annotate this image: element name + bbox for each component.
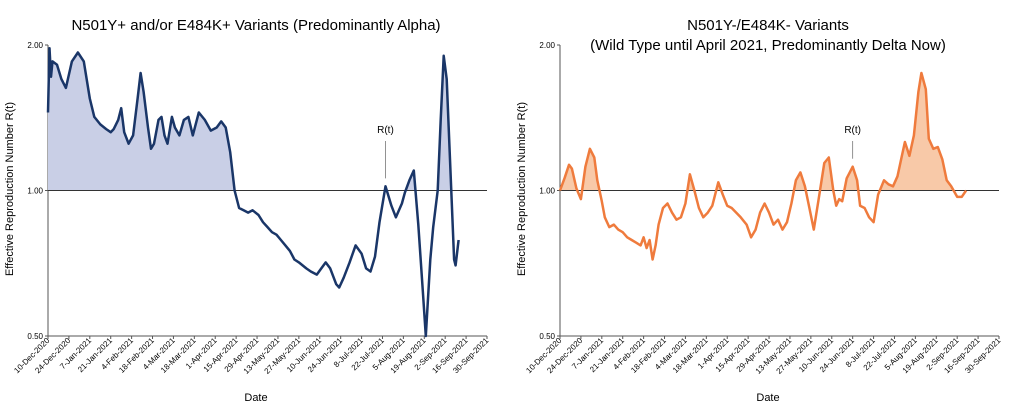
chart-title: N501Y-/E484K- Variants (Wild Type until … [590,17,946,54]
y-tick-label: 1.00 [539,187,555,196]
chart-panel-wild-type-delta: N501Y-/E484K- Variants (Wild Type until … [512,0,1024,414]
area-above-threshold [48,48,459,191]
x-axis-label: Date [244,392,268,404]
series-line [558,71,968,261]
y-tick-label: 0.50 [27,332,43,341]
annotation-label: R(t) [377,125,394,136]
y-tick-label: 2.00 [27,41,43,50]
chart-panel-alpha: N501Y+ and/or E484K+ Variants (Predomina… [4,17,491,404]
y-tick-label: 0.50 [539,332,555,341]
chart-plot-area: 0.501.002.0010-Dec-202024-Dec-20207-Jan-… [12,41,490,376]
x-axis-label: Date [756,392,780,404]
chart-title: N501Y+ and/or E484K+ Variants (Predomina… [71,17,441,34]
series-line [46,46,460,338]
area-above-threshold [560,73,967,191]
annotation-label: R(t) [844,125,861,136]
y-tick-label: 1.00 [27,187,43,196]
chart-plot-area: 0.501.002.0010-Dec-202024-Dec-20207-Jan-… [524,41,1002,376]
y-tick-label: 2.00 [539,41,555,50]
